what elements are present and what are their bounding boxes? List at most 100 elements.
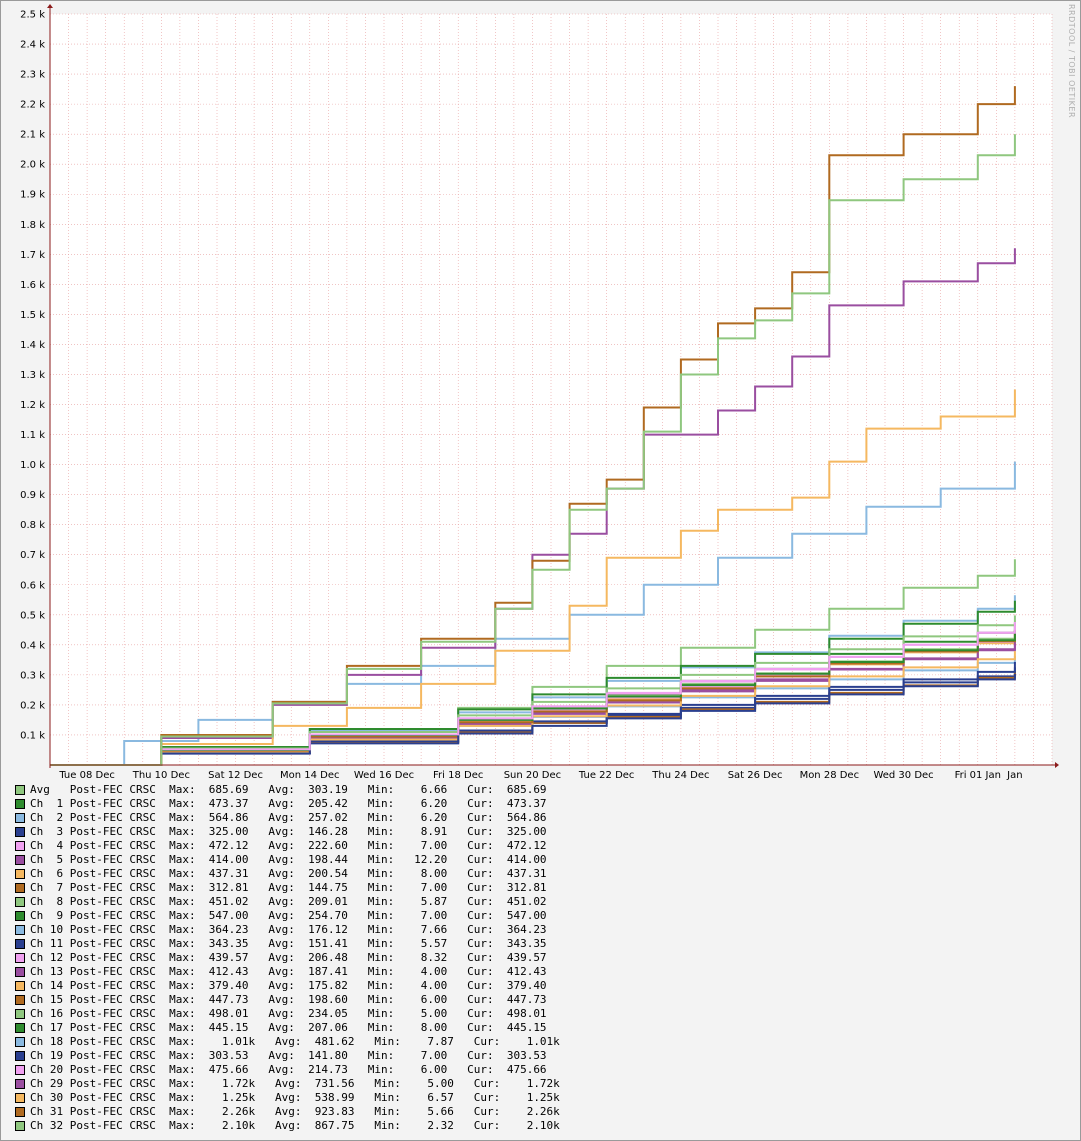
y-tick-label: 1.4 k xyxy=(20,340,45,351)
x-tick-label: Mon 14 Dec xyxy=(280,770,340,780)
axis-layer xyxy=(47,4,1059,768)
legend-label: Ch 9 Post-FEC CRSC Max: 547.00 Avg: 254.… xyxy=(30,909,547,922)
legend-row: Ch 6 Post-FEC CRSC Max: 437.31 Avg: 200.… xyxy=(15,867,560,881)
legend-swatch xyxy=(15,1079,25,1089)
legend-row: Ch 1 Post-FEC CRSC Max: 473.37 Avg: 205.… xyxy=(15,797,560,811)
x-tick-label: Thu 24 Dec xyxy=(651,770,709,780)
legend-label: Ch 20 Post-FEC CRSC Max: 475.66 Avg: 214… xyxy=(30,1063,547,1076)
x-tick-label: Tue 22 Dec xyxy=(578,770,635,780)
legend-swatch xyxy=(15,953,25,963)
legend-label: Ch 19 Post-FEC CRSC Max: 303.53 Avg: 141… xyxy=(30,1049,547,1062)
y-tick-label: 2.2 k xyxy=(20,100,45,111)
y-tick-label: 0.9 k xyxy=(20,490,45,501)
x-tick-label: Thu 10 Dec xyxy=(132,770,190,780)
series-line-22 xyxy=(50,389,1016,766)
legend-label: Ch 17 Post-FEC CRSC Max: 445.15 Avg: 207… xyxy=(30,1021,547,1034)
legend-label: Ch 12 Post-FEC CRSC Max: 439.57 Avg: 206… xyxy=(30,951,547,964)
legend-row: Ch 7 Post-FEC CRSC Max: 312.81 Avg: 144.… xyxy=(15,881,560,895)
legend-label: Ch 2 Post-FEC CRSC Max: 564.86 Avg: 257.… xyxy=(30,811,547,824)
legend-label: Ch 5 Post-FEC CRSC Max: 414.00 Avg: 198.… xyxy=(30,853,547,866)
legend-swatch xyxy=(15,855,25,865)
x-tick-label: Sun 20 Dec xyxy=(504,770,561,780)
legend-swatch xyxy=(15,1023,25,1033)
legend-swatch xyxy=(15,883,25,893)
legend-row: Ch 11 Post-FEC CRSC Max: 343.35 Avg: 151… xyxy=(15,937,560,951)
y-tick-label: 1.3 k xyxy=(20,370,45,381)
y-tick-label: 1.0 k xyxy=(20,460,45,471)
legend-label: Ch 16 Post-FEC CRSC Max: 498.01 Avg: 234… xyxy=(30,1007,547,1020)
y-tick-label: 0.8 k xyxy=(20,520,45,531)
y-tick-label: 2.1 k xyxy=(20,130,45,141)
legend-label: Ch 3 Post-FEC CRSC Max: 325.00 Avg: 146.… xyxy=(30,825,547,838)
legend-row: Ch 15 Post-FEC CRSC Max: 447.73 Avg: 198… xyxy=(15,993,560,1007)
y-tick-label: 0.2 k xyxy=(20,700,45,711)
chart-plot: 0.1 k 0.2 k 0.3 k 0.4 k 0.5 k 0.6 k 0.7 k 0.8 k… xyxy=(20,4,1059,780)
legend-swatch xyxy=(15,1037,25,1047)
series-line-24 xyxy=(50,134,1016,766)
x-axis-arrow xyxy=(1055,762,1059,768)
legend-swatch xyxy=(15,799,25,809)
x-tick-label: Sat 26 Dec xyxy=(728,770,783,780)
legend-label: Ch 10 Post-FEC CRSC Max: 364.23 Avg: 176… xyxy=(30,923,547,936)
y-tick-label: 1.7 k xyxy=(20,250,45,261)
legend-swatch xyxy=(15,1065,25,1075)
legend-label: Ch 4 Post-FEC CRSC Max: 472.12 Avg: 222.… xyxy=(30,839,547,852)
legend-row: Ch 16 Post-FEC CRSC Max: 498.01 Avg: 234… xyxy=(15,1007,560,1021)
legend-row: Ch 30 Post-FEC CRSC Max: 1.25k Avg: 538.… xyxy=(15,1091,560,1105)
y-tick-label: 1.5 k xyxy=(20,310,45,321)
legend-swatch xyxy=(15,967,25,977)
legend-swatch xyxy=(15,841,25,851)
legend-swatch xyxy=(15,813,25,823)
legend-label: Ch 6 Post-FEC CRSC Max: 437.31 Avg: 200.… xyxy=(30,867,547,880)
legend-swatch xyxy=(15,1009,25,1019)
y-tick-label: 0.7 k xyxy=(20,550,45,561)
y-tick-label: 1.6 k xyxy=(20,280,45,291)
x-tick-label: Wed 16 Dec xyxy=(354,770,414,780)
legend-swatch xyxy=(15,911,25,921)
legend-swatch xyxy=(15,1107,25,1117)
legend-label: Ch 13 Post-FEC CRSC Max: 412.43 Avg: 187… xyxy=(30,965,547,978)
legend-row: Ch 17 Post-FEC CRSC Max: 445.15 Avg: 207… xyxy=(15,1021,560,1035)
legend-label: Ch 31 Post-FEC CRSC Max: 2.26k Avg: 923.… xyxy=(30,1105,560,1118)
y-tick-label: 1.1 k xyxy=(20,430,45,441)
legend-swatch xyxy=(15,827,25,837)
legend-swatch xyxy=(15,869,25,879)
legend-row: Ch 5 Post-FEC CRSC Max: 414.00 Avg: 198.… xyxy=(15,853,560,867)
legend-swatch xyxy=(15,1051,25,1061)
legend-row: Ch 31 Post-FEC CRSC Max: 2.26k Avg: 923.… xyxy=(15,1105,560,1119)
legend-swatch xyxy=(15,995,25,1005)
legend-row: Avg Post-FEC CRSC Max: 685.69 Avg: 303.1… xyxy=(15,783,560,797)
legend-label: Ch 8 Post-FEC CRSC Max: 451.02 Avg: 209.… xyxy=(30,895,547,908)
y-tick-label: 0.3 k xyxy=(20,670,45,681)
legend-swatch xyxy=(15,1093,25,1103)
legend-swatch xyxy=(15,897,25,907)
x-tick-label: Jan xyxy=(1006,770,1022,780)
legend-label: Avg Post-FEC CRSC Max: 685.69 Avg: 303.1… xyxy=(30,783,547,796)
legend-row: Ch 12 Post-FEC CRSC Max: 439.57 Avg: 206… xyxy=(15,951,560,965)
legend-row: Ch 10 Post-FEC CRSC Max: 364.23 Avg: 176… xyxy=(15,923,560,937)
legend-label: Ch 18 Post-FEC CRSC Max: 1.01k Avg: 481.… xyxy=(30,1035,560,1048)
x-tick-label: Wed 30 Dec xyxy=(873,770,933,780)
legend-swatch xyxy=(15,785,25,795)
legend-row: Ch 32 Post-FEC CRSC Max: 2.10k Avg: 867.… xyxy=(15,1119,560,1133)
y-tick-label: 0.4 k xyxy=(20,640,45,651)
legend-row: Ch 4 Post-FEC CRSC Max: 472.12 Avg: 222.… xyxy=(15,839,560,853)
x-tick-label: Mon 28 Dec xyxy=(800,770,860,780)
y-tick-label: 2.0 k xyxy=(20,160,45,171)
legend-label: Ch 11 Post-FEC CRSC Max: 343.35 Avg: 151… xyxy=(30,937,547,950)
x-tick-label: Sat 12 Dec xyxy=(208,770,263,780)
grid-layer xyxy=(49,13,1053,765)
y-tick-label: 2.3 k xyxy=(20,70,45,81)
legend-row: Ch 20 Post-FEC CRSC Max: 475.66 Avg: 214… xyxy=(15,1063,560,1077)
y-tick-label: 1.2 k xyxy=(20,400,45,411)
legend-swatch xyxy=(15,939,25,949)
legend-row: Ch 9 Post-FEC CRSC Max: 547.00 Avg: 254.… xyxy=(15,909,560,923)
legend-row: Ch 19 Post-FEC CRSC Max: 303.53 Avg: 141… xyxy=(15,1049,560,1063)
y-axis-arrow xyxy=(47,4,53,8)
y-tick-label: 2.5 k xyxy=(20,10,45,21)
legend-swatch xyxy=(15,981,25,991)
legend-row: Ch 13 Post-FEC CRSC Max: 412.43 Avg: 187… xyxy=(15,965,560,979)
legend-row: Ch 29 Post-FEC CRSC Max: 1.72k Avg: 731.… xyxy=(15,1077,560,1091)
legend-swatch xyxy=(15,925,25,935)
legend: Avg Post-FEC CRSC Max: 685.69 Avg: 303.1… xyxy=(15,783,560,1133)
